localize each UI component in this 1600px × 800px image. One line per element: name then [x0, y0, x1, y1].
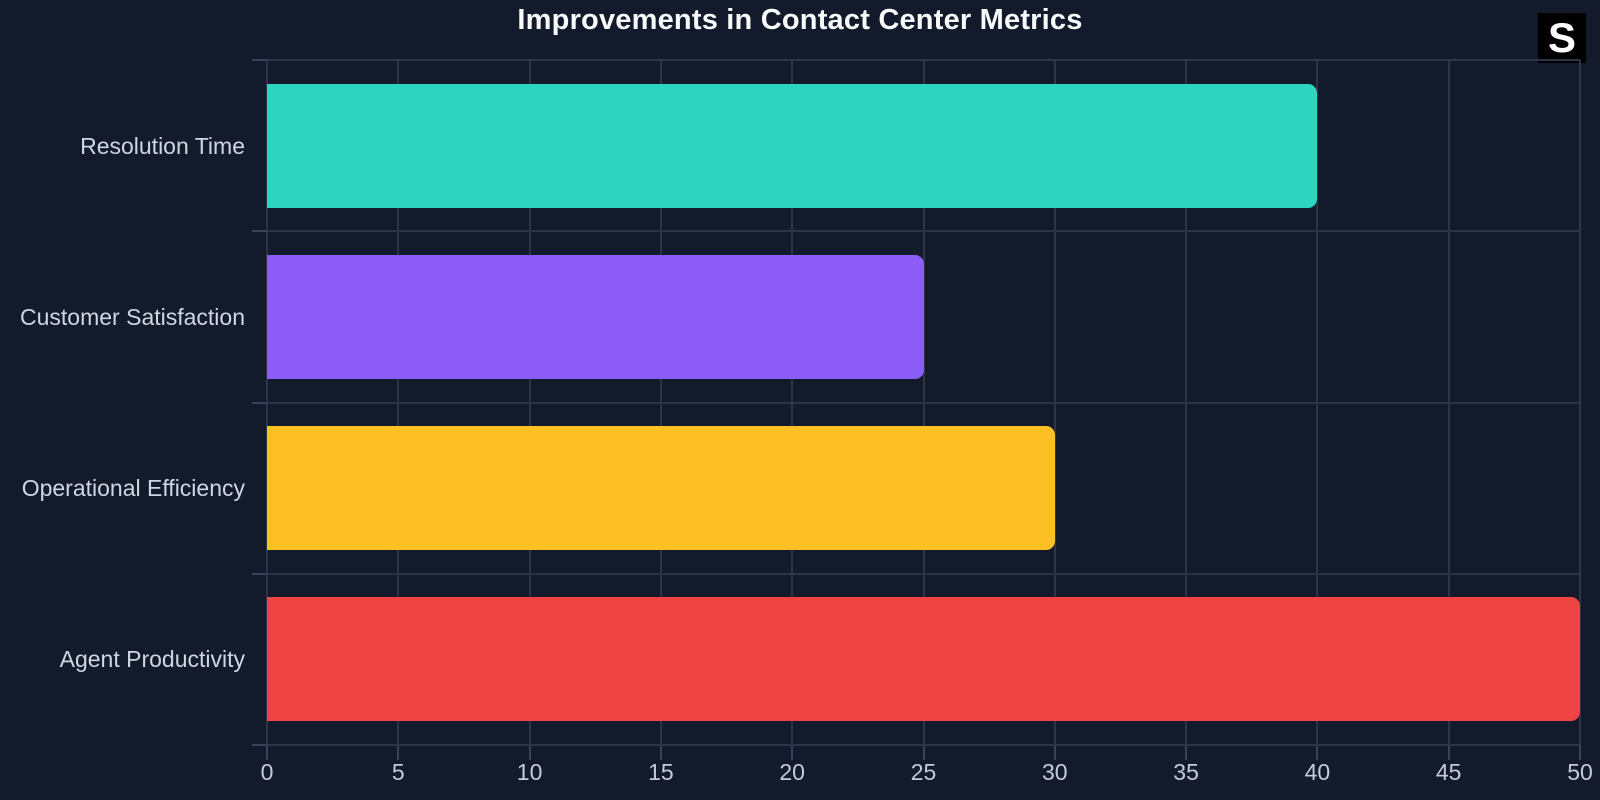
bar[interactable] — [267, 254, 924, 379]
y-axis-labels: Resolution Time Customer Satisfaction Oper… — [0, 60, 245, 745]
x-tick-label: 30 — [1042, 759, 1068, 785]
y-tick — [252, 401, 267, 404]
y-tick — [252, 230, 267, 233]
row-gridline — [267, 401, 1580, 404]
x-axis-labels: 0 5 10 15 20 25 30 35 40 45 50 — [261, 758, 1593, 790]
x-tick — [659, 745, 662, 760]
x-axis-line — [267, 744, 1580, 746]
row-gridline — [267, 572, 1580, 575]
bar[interactable] — [267, 426, 1055, 551]
row-gridline — [267, 59, 1580, 61]
logo-badge: S — [1538, 13, 1586, 63]
x-tick — [266, 745, 268, 760]
x-tick-label: 5 — [391, 759, 405, 785]
category-label: Customer Satisfaction — [20, 303, 245, 330]
bar[interactable] — [267, 597, 1580, 722]
x-tick — [397, 745, 400, 760]
x-tick — [528, 745, 531, 760]
x-tick — [1316, 745, 1319, 760]
x-tick — [1053, 745, 1056, 760]
x-tick — [1579, 745, 1581, 760]
x-gridline — [1579, 60, 1581, 745]
x-tick-label: 45 — [1435, 759, 1462, 785]
x-tick — [1447, 745, 1450, 760]
x-tick-label: 50 — [1567, 759, 1593, 785]
x-tick-label: 20 — [779, 759, 805, 785]
x-tick-label: 0 — [260, 759, 274, 785]
y-tick — [252, 744, 267, 746]
x-tick-label: 15 — [648, 759, 674, 785]
x-tick — [922, 745, 925, 760]
x-tick-label: 10 — [516, 759, 543, 785]
y-tick — [252, 572, 267, 575]
x-tick-label: 35 — [1173, 759, 1199, 785]
category-label: Agent Productivity — [59, 646, 245, 673]
x-tick — [791, 745, 794, 760]
row-gridline — [267, 230, 1580, 233]
bar[interactable] — [267, 83, 1318, 208]
x-tick — [1185, 745, 1188, 760]
x-tick-label: 40 — [1304, 759, 1331, 785]
plot-area[interactable] — [252, 59, 1581, 760]
x-tick-label: 25 — [910, 759, 937, 785]
category-label: Operational Efficiency — [21, 475, 245, 502]
category-label: Resolution Time — [80, 132, 245, 159]
y-tick — [252, 59, 267, 61]
chart-title: Improvements in Contact Center Metrics — [517, 4, 1083, 36]
